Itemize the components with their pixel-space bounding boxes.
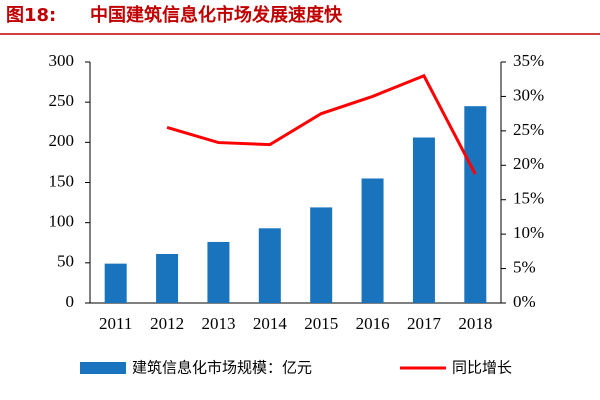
y2-tick-label: 10% <box>513 223 544 242</box>
y-tick-label: 200 <box>49 131 75 150</box>
figure-label: 图18: <box>6 5 56 26</box>
legend-label: 建筑信息化市场规模：亿元 <box>132 359 312 377</box>
y2-tick-label: 30% <box>513 85 544 104</box>
bar <box>104 263 127 303</box>
legend-swatch <box>80 362 126 374</box>
x-tick-label: 2014 <box>253 314 288 333</box>
bar <box>361 178 384 303</box>
y2-tick-label: 25% <box>513 120 544 139</box>
x-tick-label: 2015 <box>304 314 338 333</box>
y2-tick-label: 35% <box>513 51 544 70</box>
y2-tick-label: 0% <box>513 292 536 311</box>
y-tick-label: 150 <box>49 171 75 190</box>
bar <box>258 228 281 303</box>
x-tick-label: 2011 <box>99 314 132 333</box>
x-tick-label: 2017 <box>407 314 442 333</box>
y-tick-label: 300 <box>49 51 75 70</box>
y-tick-label: 0 <box>66 292 75 311</box>
y-tick-label: 50 <box>57 252 74 271</box>
bar <box>156 253 179 303</box>
x-tick-label: 2012 <box>150 314 184 333</box>
line <box>166 73 477 175</box>
legend-label: 同比增长 <box>452 359 512 377</box>
x-tick-label: 2013 <box>201 314 235 333</box>
y2-tick-label: 5% <box>513 257 536 276</box>
y-tick-label: 250 <box>49 91 75 110</box>
y2-tick-label: 15% <box>513 189 544 208</box>
x-tick-label: 2016 <box>356 314 390 333</box>
y2-tick-label: 20% <box>513 154 544 173</box>
bar <box>464 106 487 303</box>
bar <box>207 241 230 303</box>
bar <box>412 137 435 303</box>
bar <box>310 207 333 303</box>
y-tick-label: 100 <box>49 212 75 231</box>
x-tick-label: 2018 <box>458 314 492 333</box>
chart-title: 中国建筑信息化市场发展速度快 <box>90 4 343 26</box>
